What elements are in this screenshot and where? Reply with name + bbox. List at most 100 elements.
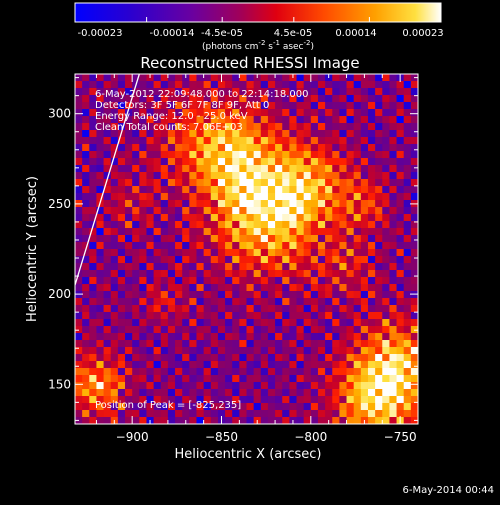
x-axis-tick-labels: −900 −850 −800 −750 — [116, 430, 417, 444]
heatmap-cell — [317, 123, 326, 131]
heatmap-cell — [275, 382, 283, 390]
heatmap-cell — [360, 144, 369, 152]
heatmap-cell — [89, 361, 98, 369]
heatmap-cell — [260, 151, 269, 159]
heatmap-cell — [332, 179, 340, 187]
heatmap-cell — [275, 270, 283, 278]
heatmap-cell — [289, 347, 298, 355]
heatmap-cell — [367, 193, 376, 201]
heatmap-cell — [175, 319, 183, 327]
heatmap-cell — [96, 354, 105, 362]
heatmap-cell — [396, 186, 405, 194]
heatmap-cell — [317, 109, 326, 117]
heatmap-cell — [189, 158, 198, 166]
heatmap-cell — [403, 396, 412, 404]
heatmap-cell — [317, 151, 326, 159]
heatmap-cell — [232, 270, 240, 278]
heatmap-cell — [103, 242, 112, 250]
heatmap-cell — [332, 263, 340, 271]
heatmap-cell — [132, 186, 140, 194]
heatmap-cell — [346, 333, 355, 341]
heatmap-cell — [232, 130, 240, 138]
heatmap-cell — [103, 319, 112, 327]
heatmap-cell — [367, 417, 376, 424]
heatmap-cell — [160, 277, 169, 285]
heatmap-cell — [210, 235, 219, 243]
heatmap-cell — [96, 410, 105, 418]
heatmap-cell — [310, 186, 319, 194]
heatmap-cell — [346, 123, 355, 131]
heatmap-cell — [167, 382, 176, 390]
heatmap-cell — [232, 368, 240, 376]
heatmap-cell — [232, 410, 240, 418]
heatmap-cell — [389, 256, 398, 264]
heatmap-cell — [82, 228, 90, 236]
heatmap-cell — [182, 130, 190, 138]
heatmap-cell — [303, 284, 312, 292]
heatmap-cell — [303, 228, 312, 236]
heatmap-cell — [360, 326, 369, 334]
heatmap-cell — [289, 130, 298, 138]
heatmap-cell — [275, 158, 283, 166]
heatmap-cell — [267, 375, 276, 383]
heatmap-cell — [303, 368, 312, 376]
heatmap-cell — [232, 221, 240, 229]
heatmap-cell — [182, 207, 190, 215]
heatmap-cell — [146, 242, 155, 250]
heatmap-cell — [360, 263, 369, 271]
heatmap-cell — [117, 221, 126, 229]
heatmap-cell — [296, 305, 305, 313]
heatmap-cell — [389, 214, 398, 222]
heatmap-cell — [303, 298, 312, 306]
heatmap-cell — [125, 249, 133, 257]
heatmap-cell — [310, 263, 319, 271]
heatmap-cell — [75, 179, 83, 187]
heatmap-cell — [339, 214, 348, 222]
heatmap-cell — [217, 410, 226, 418]
heatmap-cell — [367, 298, 376, 306]
heatmap-cell — [353, 123, 362, 131]
heatmap-cell — [139, 403, 148, 411]
heatmap-cell — [232, 319, 240, 327]
heatmap-cell — [160, 74, 169, 82]
heatmap-cell — [117, 95, 126, 103]
heatmap-cell — [182, 228, 190, 236]
solar-limb-line — [75, 74, 140, 286]
heatmap-cell — [303, 221, 312, 229]
heatmap-cell — [189, 403, 198, 411]
heatmap-cell — [382, 109, 391, 117]
heatmap-cell — [210, 200, 219, 208]
heatmap-cell — [117, 235, 126, 243]
heatmap-cell — [232, 214, 240, 222]
heatmap-cell — [82, 144, 90, 152]
heatmap-cell — [117, 298, 126, 306]
heatmap-cell — [367, 172, 376, 180]
heatmap-cell — [332, 284, 340, 292]
heatmap-cell — [139, 81, 148, 89]
heatmap-cell — [82, 298, 90, 306]
heatmap-cell — [96, 95, 105, 103]
heatmap-cell — [146, 333, 155, 341]
chart-title: Reconstructed RHESSI Image — [140, 54, 359, 72]
heatmap-cell — [146, 410, 155, 418]
heatmap-cell — [396, 256, 405, 264]
heatmap-cell — [325, 214, 333, 222]
heatmap-cell — [117, 144, 126, 152]
heatmap-cell — [396, 333, 405, 341]
heatmap-cell — [317, 284, 326, 292]
heatmap-cell — [339, 333, 348, 341]
heatmap-cell — [310, 305, 319, 313]
heatmap-cell — [182, 277, 190, 285]
heatmap-cell — [282, 193, 290, 201]
heatmap-cell — [153, 151, 162, 159]
heatmap-cell — [96, 193, 105, 201]
heatmap-cell — [117, 410, 126, 418]
heatmap-cell — [210, 172, 219, 180]
heatmap-cell — [317, 172, 326, 180]
heatmap-cell — [139, 354, 148, 362]
colorbar-tick-label: -0.00023 — [78, 28, 123, 39]
heatmap-cell — [96, 130, 105, 138]
heatmap-cell — [117, 158, 126, 166]
heatmap-cell — [282, 158, 290, 166]
